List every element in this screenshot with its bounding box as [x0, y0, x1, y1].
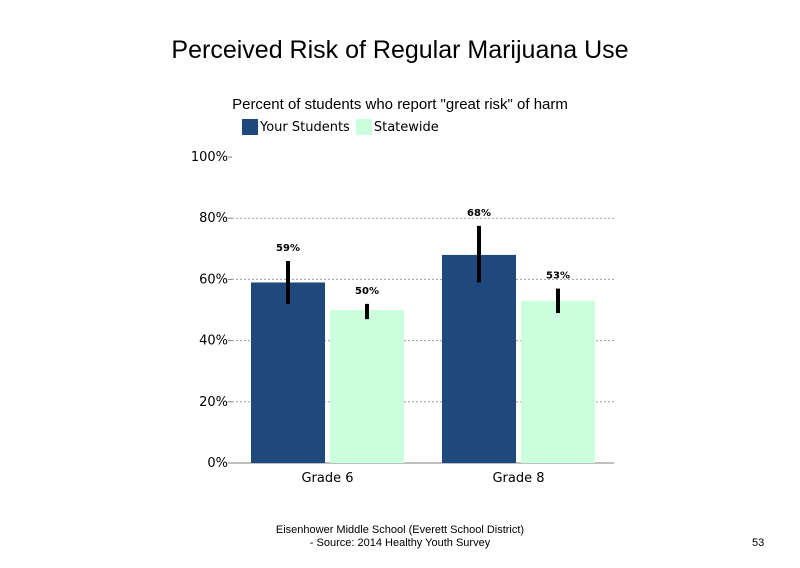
- legend-item-your-students: Your Students: [242, 119, 350, 135]
- legend-label-statewide: Statewide: [373, 119, 439, 135]
- y-tick-label: 60%: [199, 272, 228, 287]
- data-label: 59%: [276, 243, 300, 254]
- legend-label-your-students: Your Students: [260, 119, 350, 135]
- legend-swatch-your-students: [242, 119, 258, 135]
- legend-swatch-statewide: [355, 119, 372, 135]
- data-label: 68%: [467, 208, 491, 219]
- footer-source: - Source: 2014 Healthy Youth Survey: [309, 537, 491, 549]
- y-tick-label: 40%: [199, 334, 228, 349]
- bar: [521, 300, 595, 463]
- y-tick-label: 0%: [207, 456, 228, 471]
- slide-footer: Eisenhower Middle School (Everett School…: [200, 524, 600, 550]
- data-label: 50%: [355, 286, 379, 297]
- y-tick-label: 80%: [199, 211, 228, 226]
- bar: [251, 282, 325, 463]
- bar: [330, 310, 404, 463]
- chart-legend: Your Students Statewide: [242, 118, 445, 136]
- chart-title: Perceived Risk of Regular Marijuana Use: [171, 36, 629, 64]
- y-tick-label: 20%: [199, 395, 228, 410]
- data-label: 53%: [546, 271, 570, 282]
- x-tick-label: Grade 6: [301, 471, 353, 486]
- page-number: 53: [752, 537, 765, 549]
- x-tick-label: Grade 8: [492, 471, 544, 486]
- legend-item-statewide: Statewide: [355, 119, 439, 135]
- y-tick-label: 100%: [191, 150, 228, 165]
- chart-subtitle: Percent of students who report "great ri…: [232, 96, 568, 113]
- footer-school: Eisenhower Middle School (Everett School…: [275, 524, 525, 536]
- bar: [442, 254, 516, 463]
